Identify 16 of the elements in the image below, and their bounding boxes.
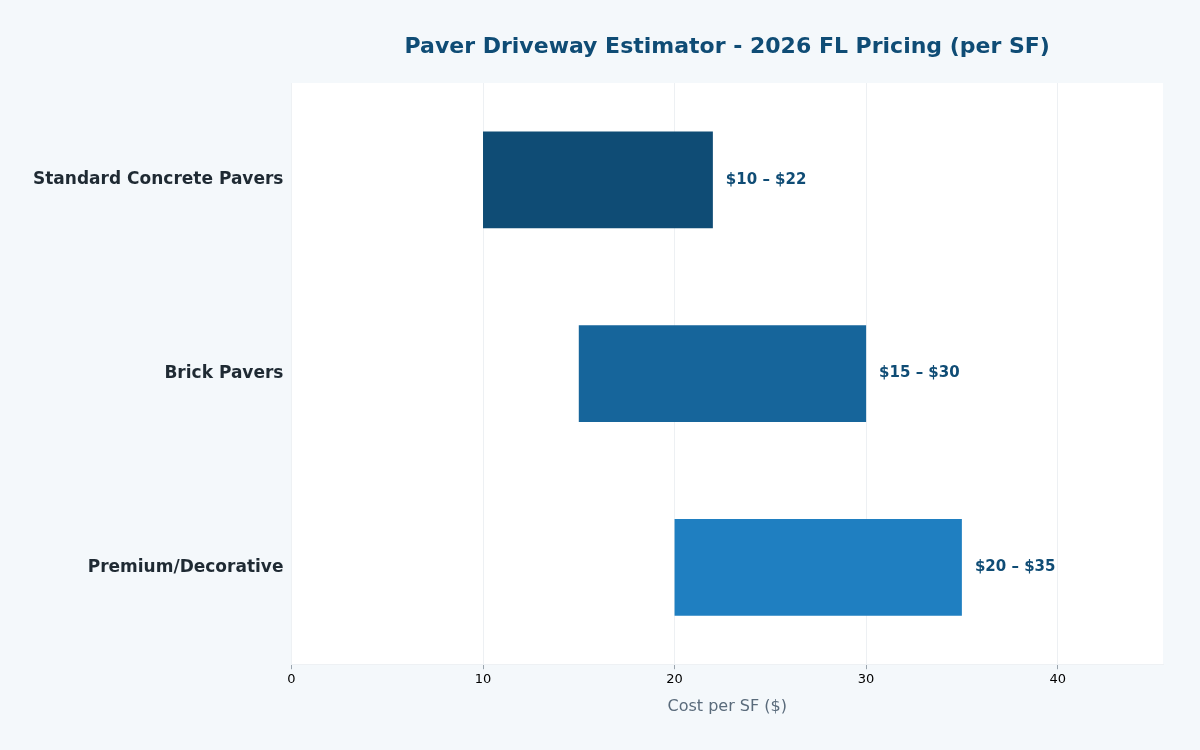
annotation: $15 – $30 bbox=[879, 363, 960, 382]
annotation: $20 – $35 bbox=[974, 557, 1056, 576]
y-tick-label: Brick Pavers bbox=[164, 362, 284, 383]
x-tick-label: 0 bbox=[287, 671, 296, 687]
bar bbox=[578, 325, 867, 423]
x-tick-label: 10 bbox=[474, 671, 492, 687]
annotation: $10 – $22 bbox=[725, 169, 807, 188]
x-tick-label: 40 bbox=[1049, 671, 1066, 687]
chart-title: Paver Driveway Estimator - 2026 FL Pricing (per SF) bbox=[404, 32, 1050, 58]
y-tick-label: Premium/Decorative bbox=[87, 555, 284, 576]
y-tick-label: Standard Concrete Pavers bbox=[33, 168, 284, 189]
x-tick-label: 30 bbox=[857, 671, 875, 687]
bar bbox=[674, 518, 962, 616]
x-tick-label: 20 bbox=[666, 671, 683, 687]
bar bbox=[483, 131, 713, 229]
x-axis-title: Cost per SF ($) bbox=[667, 695, 787, 715]
